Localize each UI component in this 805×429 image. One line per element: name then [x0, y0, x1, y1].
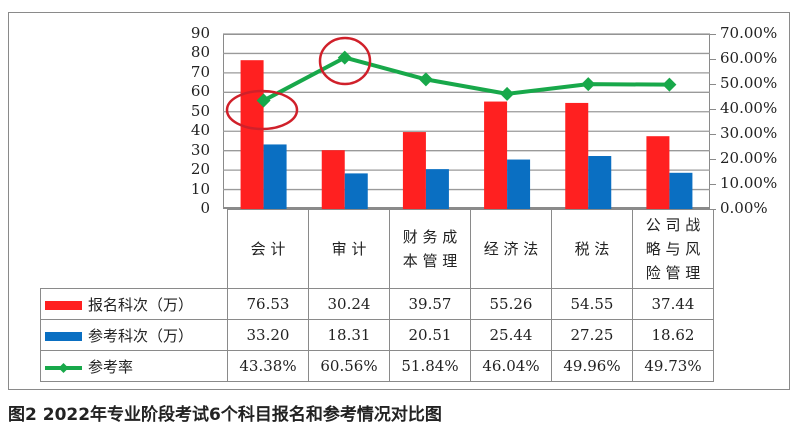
table-cell: 49.96%	[551, 350, 633, 382]
y2-tick-label: 40.00%	[720, 99, 778, 117]
bar-registered	[321, 150, 345, 209]
rate-marker-icon	[337, 50, 352, 65]
rate-marker-icon	[662, 77, 677, 92]
rate-line	[262, 55, 670, 103]
y2-tick-label: 20.00%	[720, 149, 778, 167]
y2-tick-mark	[710, 184, 716, 185]
table-row-rate: 参考率 43.38% 60.56% 51.84% 46.04% 49.96% 4…	[40, 350, 714, 382]
chart-frame	[8, 12, 790, 390]
bar-registered	[484, 101, 508, 209]
category-cell: 经 济 法	[470, 209, 552, 289]
table-cell: 27.25	[551, 319, 633, 351]
empty-corner	[40, 209, 228, 289]
rate-marker-icon	[500, 86, 515, 101]
y-tick-label: 10	[190, 179, 210, 198]
bar-attended	[263, 144, 287, 209]
y-tick-label: 50	[190, 101, 210, 120]
table-cell: 18.62	[632, 319, 714, 351]
table-cell: 55.26	[470, 288, 552, 320]
y2-tick-label: 70.00%	[720, 24, 778, 42]
y-tick-label: 30	[190, 140, 210, 159]
table-cell: 18.31	[308, 319, 390, 351]
table-row-attended: 参考科次（万） 33.20 18.31 20.51 25.44 27.25 18…	[40, 319, 714, 351]
annotation-circle	[318, 36, 372, 86]
category-cell: 税 法	[551, 209, 633, 289]
table-cell: 51.84%	[389, 350, 471, 382]
y2-tick-label: 10.00%	[720, 174, 778, 192]
bar-registered	[565, 102, 589, 209]
table-cell: 37.44	[632, 288, 714, 320]
y2-tick-mark	[710, 84, 716, 85]
bar-attended	[588, 156, 612, 209]
table-cell: 46.04%	[470, 350, 552, 382]
legend-registered: 报名科次（万）	[40, 288, 228, 320]
table-cell: 30.24	[308, 288, 390, 320]
rate-marker-icon	[581, 77, 596, 92]
y2-tick-mark	[710, 109, 716, 110]
figure-caption: 图2 2022年专业阶段考试6个科目报名和参考情况对比图	[8, 405, 442, 425]
bar-attended	[344, 173, 368, 209]
data-table: 会 计 审 计 财 务 成本 管 理 经 济 法 税 法 公 司 战略 与 风险…	[40, 209, 714, 382]
table-cell: 60.56%	[308, 350, 390, 382]
y-tick-label: 40	[190, 121, 210, 140]
table-cell: 39.57	[389, 288, 471, 320]
category-header-row: 会 计 审 计 财 务 成本 管 理 经 济 法 税 法 公 司 战略 与 风险…	[40, 209, 714, 289]
bar-registered	[240, 60, 264, 209]
category-cell: 公 司 战略 与 风险 管 理	[632, 209, 714, 289]
y-tick-label: 70	[190, 62, 210, 81]
table-row-registered: 报名科次（万） 76.53 30.24 39.57 55.26 54.55 37…	[40, 288, 714, 320]
y2-tick-label: 0.00%	[720, 199, 768, 217]
legend-rate: 参考率	[40, 350, 228, 382]
y-tick-label: 20	[190, 160, 210, 179]
legend-label: 参考率	[88, 357, 134, 376]
y2-tick-mark	[710, 159, 716, 160]
bar-attended	[507, 159, 531, 209]
green-line-marker-icon	[45, 362, 82, 373]
table-cell: 25.44	[470, 319, 552, 351]
legend-attended: 参考科次（万）	[40, 319, 228, 351]
blue-swatch-icon	[45, 332, 82, 341]
legend-label: 报名科次（万）	[88, 295, 194, 314]
bar-attended	[425, 169, 449, 209]
y2-tick-label: 50.00%	[720, 74, 778, 92]
table-cell: 54.55	[551, 288, 633, 320]
table-cell: 20.51	[389, 319, 471, 351]
annotation-ellipse	[225, 89, 299, 131]
y2-tick-mark	[710, 134, 716, 135]
category-cell: 审 计	[308, 209, 390, 289]
table-cell: 49.73%	[632, 350, 714, 382]
bar-attended	[669, 172, 693, 209]
y2-tick-label: 60.00%	[720, 49, 778, 67]
y2-tick-mark	[710, 34, 716, 35]
y-tick-label: 60	[190, 82, 210, 101]
table-cell: 33.20	[227, 319, 309, 351]
bar-registered	[402, 132, 426, 209]
y2-tick-mark	[710, 59, 716, 60]
rate-marker-icon	[256, 93, 271, 108]
table-cell: 43.38%	[227, 350, 309, 382]
y-tick-label: 0	[200, 199, 210, 217]
category-cell: 会 计	[227, 209, 309, 289]
legend-label: 参考科次（万）	[88, 326, 194, 345]
rate-marker-icon	[418, 72, 433, 87]
table-cell: 76.53	[227, 288, 309, 320]
red-swatch-icon	[45, 301, 82, 310]
category-cell: 财 务 成本 管 理	[389, 209, 471, 289]
y-tick-label: 90	[190, 24, 210, 42]
bar-registered	[646, 136, 670, 209]
y-tick-label: 80	[190, 43, 210, 62]
y2-tick-label: 30.00%	[720, 124, 778, 142]
